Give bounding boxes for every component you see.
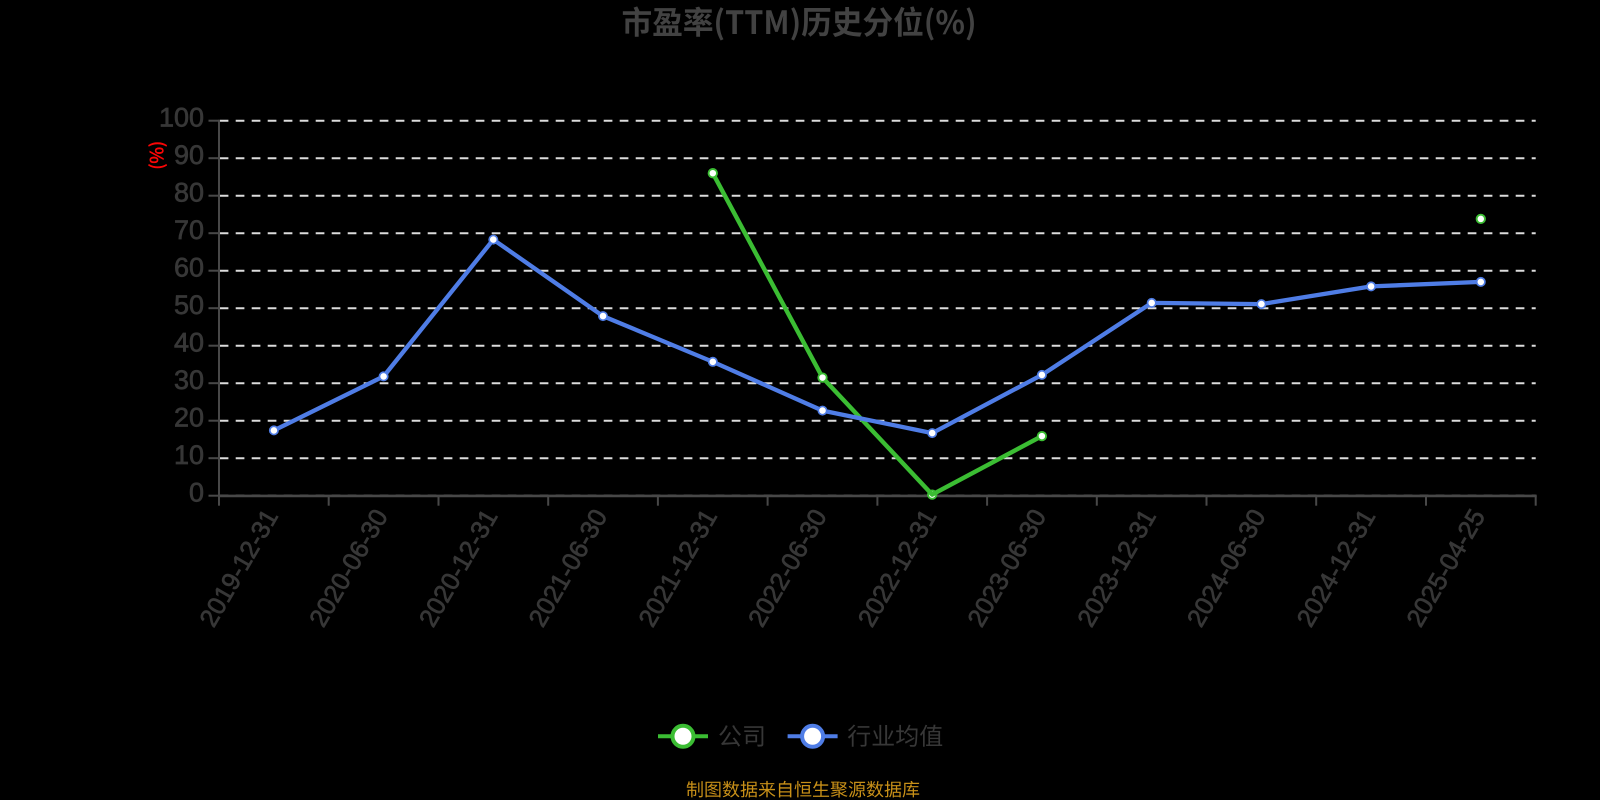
svg-text:90: 90	[174, 140, 204, 170]
svg-text:0: 0	[189, 478, 204, 508]
svg-text:80: 80	[174, 178, 204, 208]
svg-text:70: 70	[174, 215, 204, 245]
svg-text:20: 20	[174, 403, 204, 433]
svg-text:100: 100	[159, 103, 204, 133]
svg-text:50: 50	[174, 290, 204, 320]
svg-text:10: 10	[174, 440, 204, 470]
svg-text:40: 40	[174, 328, 204, 358]
svg-text:60: 60	[174, 253, 204, 283]
svg-text:30: 30	[174, 365, 204, 395]
